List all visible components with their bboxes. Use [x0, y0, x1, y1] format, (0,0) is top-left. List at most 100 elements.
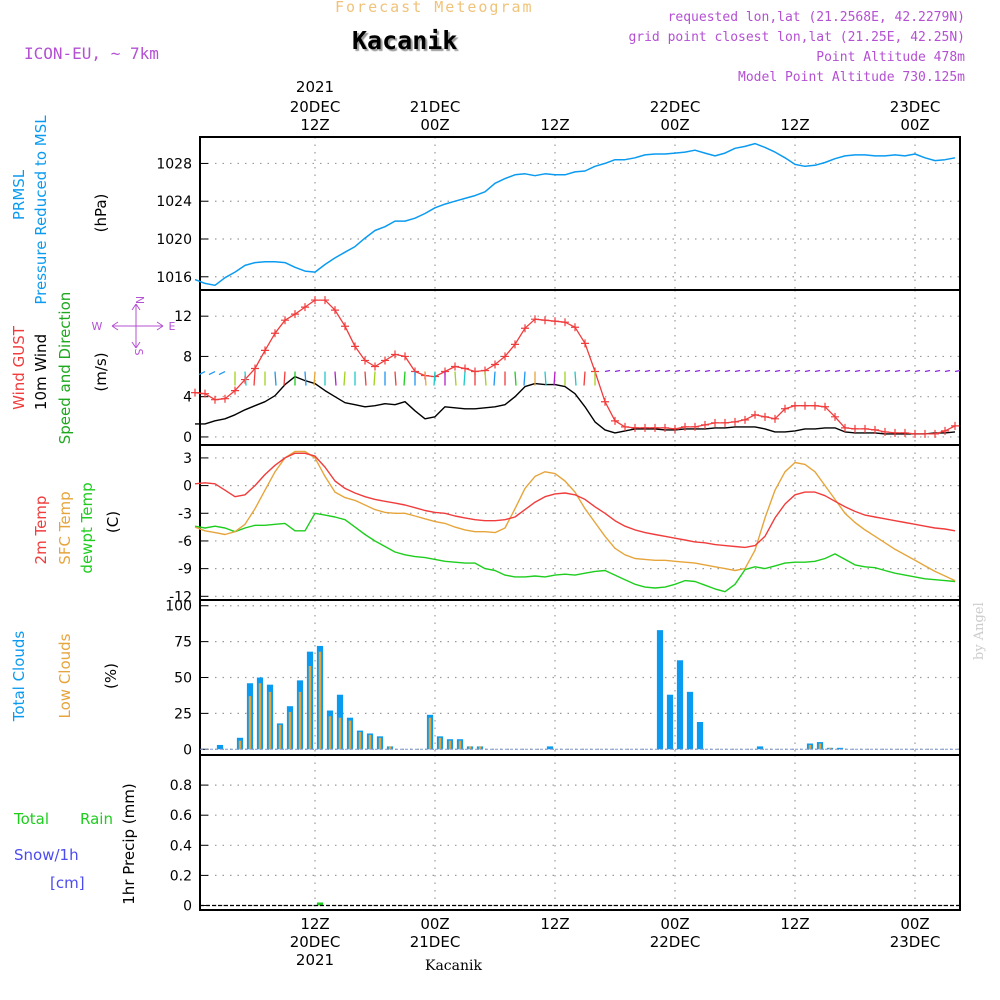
wind-arrow [583, 371, 586, 386]
model-label: ICON-EU, ~ 7km [24, 44, 159, 63]
top-time-label: 20DEC [290, 98, 341, 116]
low-cloud-bar [828, 747, 832, 750]
gust-marker [361, 356, 369, 365]
top-time-label: 00Z [900, 116, 929, 134]
gust-marker [311, 296, 319, 305]
gust-marker [671, 424, 679, 433]
gust-marker [291, 310, 299, 319]
low-cloud-bar [338, 717, 342, 750]
wind-arrow [644, 369, 651, 373]
gust-marker [561, 318, 569, 327]
wind-unit: (m/s) [92, 352, 110, 391]
wind-arrow [463, 371, 466, 386]
wind-arrow [764, 369, 771, 373]
low-cloud-bar [478, 746, 482, 750]
gust-marker [301, 303, 309, 312]
low-cloud-bar [278, 724, 282, 750]
low-cloud-bar [808, 744, 812, 750]
gust-marker [681, 422, 689, 431]
bottom-time-label: 12Z [540, 915, 569, 933]
series-wind-gust [194, 299, 956, 435]
gust-marker [711, 418, 719, 427]
top-time-label: 00Z [660, 116, 689, 134]
gust-marker [861, 424, 869, 433]
wind-arrow [704, 369, 711, 373]
gust-marker [781, 404, 789, 413]
precip-unit: 1hr Precip (mm) [120, 783, 138, 904]
meta-block: requested lon,lat (21.2568E, 42.2279N) g… [628, 8, 965, 88]
low-cloud-bar [438, 737, 442, 750]
panel-precip: 0 0.2 0.4 0.6 0.8 [170, 754, 961, 914]
direction-arrows [198, 369, 961, 386]
wind-arrow [854, 369, 861, 373]
ytick-label: 0.4 [170, 838, 192, 854]
gust-marker [871, 425, 879, 434]
gust-marker [371, 362, 379, 371]
compass-n: N [133, 296, 146, 304]
top-time-label: 23DEC [890, 98, 941, 116]
bottom-time-label: 00Z [900, 915, 929, 933]
ytick-label: -9 [178, 562, 192, 578]
gust-marker [701, 420, 709, 429]
wind-arrow [304, 371, 307, 386]
point-altitude: Point Altitude 478m [816, 50, 965, 65]
series-dewpt-temp [194, 512, 956, 593]
wind-arrow [784, 369, 791, 373]
wind-arrow [364, 371, 367, 386]
wind-arrow [684, 369, 691, 373]
wind-arrow [864, 369, 871, 373]
gust-marker [461, 364, 469, 373]
gust-marker [451, 362, 459, 371]
wind-arrow [244, 371, 247, 386]
wind-arrow [553, 371, 556, 386]
wind-arrow [198, 370, 206, 376]
gust-marker [501, 352, 509, 361]
bottom-time-label: 23DEC [890, 933, 941, 951]
low-cloud-bar [348, 720, 352, 750]
gust-marker [801, 401, 809, 410]
gust-marker [351, 342, 359, 351]
requested-coords: requested lon,lat (21.2568E, 42.2279N) [667, 10, 965, 25]
rain-label-rain: Rain [80, 810, 113, 828]
low-cloud-bar [448, 740, 452, 750]
low-cloud-bar [238, 740, 242, 750]
gust-marker [741, 415, 749, 424]
wind-arrow [523, 371, 526, 386]
wind-arrow [924, 369, 931, 373]
top-time-label: 12Z [780, 116, 809, 134]
bottom-time-label: 2021 [296, 951, 334, 969]
total-cloud-bar [676, 660, 684, 750]
wind-arrow [654, 369, 661, 373]
wind-arrow [403, 371, 406, 386]
ytick-label: 50 [174, 671, 192, 687]
wind-arrow [343, 371, 346, 386]
wind-arrow [664, 369, 671, 373]
gust-markers [191, 296, 959, 438]
bottom-time-label: 22DEC [650, 933, 701, 951]
compass-e: E [169, 320, 176, 333]
wind-arrow [894, 369, 901, 373]
wind-arrow [744, 369, 751, 373]
gust-marker [491, 360, 499, 369]
wind-arrow [253, 371, 256, 386]
total-cloud-bar [836, 747, 844, 750]
gust-marker [621, 422, 629, 431]
gust-marker [901, 428, 909, 437]
wind-arrow [544, 371, 547, 386]
panel-frame [199, 136, 961, 291]
ytick-label: 1028 [156, 156, 192, 172]
low-cloud-bar [328, 716, 332, 750]
bottom-time-label: 12Z [300, 915, 329, 933]
low-cloud-bar [368, 734, 372, 750]
dewpt-label: dewpt Temp [78, 482, 96, 573]
gust-marker [201, 389, 209, 398]
snow-label: Snow/1h [14, 846, 79, 864]
bottom-time-label: 12Z [780, 915, 809, 933]
wind-arrow [334, 371, 337, 386]
ytick-label: 1020 [156, 232, 192, 248]
ytick-label: 0 [183, 430, 192, 446]
gust-marker [251, 364, 259, 373]
total-cloud-bar [546, 746, 554, 750]
top-time-label: 00Z [420, 116, 449, 134]
